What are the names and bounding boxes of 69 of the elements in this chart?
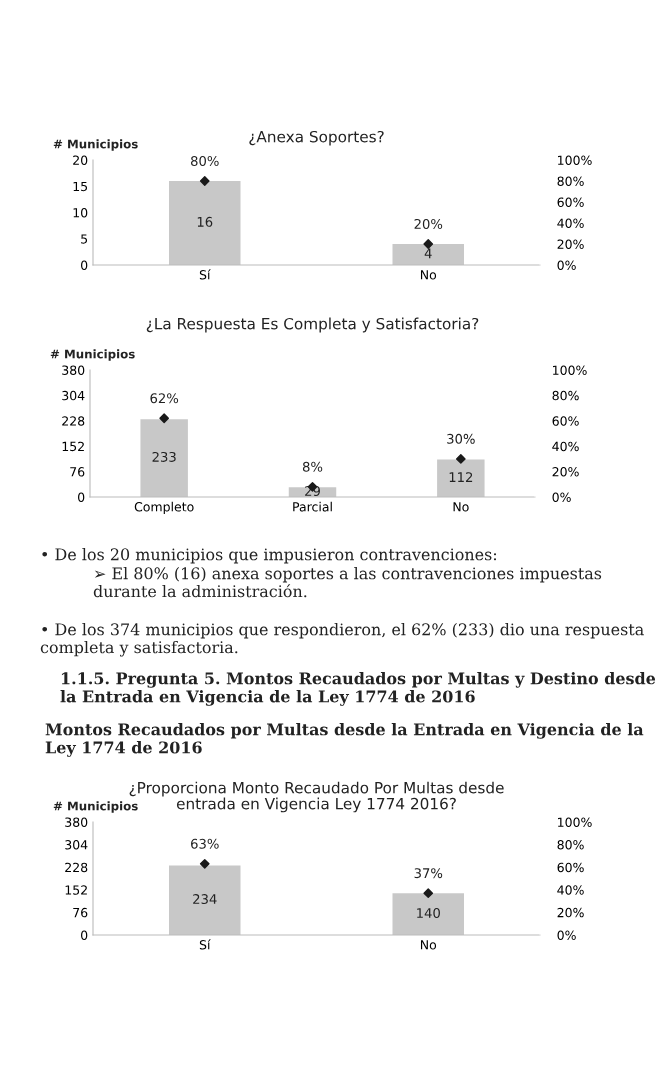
data-label: 4: [424, 248, 432, 259]
y2-tick-label: 100%: [558, 155, 592, 165]
data-label: 63%: [191, 838, 219, 849]
point: [159, 413, 170, 424]
y2-tick-label: 80%: [557, 840, 584, 850]
data-label: 80%: [190, 155, 219, 166]
y-axis-title: # Municipios: [50, 349, 135, 361]
x-tick-label: Sí: [199, 939, 211, 950]
y2-tick-label: 40%: [557, 218, 584, 228]
data-label: 30%: [447, 433, 475, 444]
y2-tick-label: 20%: [557, 907, 584, 918]
data-label: 8%: [302, 461, 323, 472]
text: • De los 20 municipios que impusieron contravenciones:: [42, 548, 497, 564]
y-tick-label: 10: [73, 207, 88, 218]
bar: [437, 459, 485, 497]
y2-tick-label: 0%: [557, 930, 576, 940]
y2-tick-label: 100%: [553, 365, 587, 375]
chart-title: ¿La Respuesta Es Completa y Satisfactoria?: [146, 317, 479, 333]
y-tick-label: 380: [65, 817, 88, 827]
y-tick-label: 228: [65, 862, 88, 873]
data-label: 140: [417, 908, 440, 919]
y2-tick-label: 0%: [557, 260, 576, 270]
y-tick-label: 0: [81, 930, 88, 940]
y-tick-label: 228: [62, 416, 85, 426]
y-tick-label: 20: [73, 155, 88, 165]
text: • De los 374 municipios que respondieron, el 62% (233) dio una respuesta completa y satisfactoria.: [40, 623, 644, 657]
x-tick-label: Sí: [199, 269, 211, 280]
y-tick-label: 76: [70, 467, 85, 477]
y-axis-title: # Municipios: [53, 139, 138, 151]
x-tick-label: No: [420, 270, 437, 280]
y2-tick-label: 80%: [552, 390, 579, 401]
y-tick-label: 0: [81, 260, 88, 270]
data-label: 20%: [414, 218, 443, 229]
y-axis-title: # Municipios: [53, 801, 138, 813]
bar: [140, 419, 188, 497]
x-tick-label: Parcial: [293, 501, 332, 512]
y2-tick-label: 40%: [552, 441, 579, 452]
text: Montos Recaudados por Multas desde la Entrada en Vigencia de la Ley 1774 de 2016: [45, 723, 644, 757]
y-tick-label: 76: [73, 907, 88, 918]
x-tick-label: No: [420, 940, 437, 950]
chart-title: ¿Anexa Soportes?: [249, 130, 384, 146]
y2-tick-label: 20%: [552, 467, 579, 477]
y-tick-label: 380: [62, 365, 85, 375]
y-tick-label: 0: [78, 492, 85, 502]
data-label: 62%: [150, 393, 179, 404]
y2-tick-label: 100%: [558, 817, 592, 827]
y2-tick-label: 0%: [552, 492, 571, 502]
y-tick-label: 304: [65, 840, 88, 850]
x-tick-label: Completo: [134, 501, 194, 514]
y-tick-label: 152: [65, 885, 87, 895]
y2-tick-label: 60%: [557, 197, 584, 207]
x-tick-label: No: [453, 502, 469, 512]
y2-tick-label: 60%: [552, 416, 579, 426]
y2-tick-label: 20%: [557, 239, 584, 249]
text: 1.1.5. Pregunta 5. Montos Recaudados por Multas y Destino desde la Entrada en Vigencia de la Ley 1774 de 2016: [60, 672, 656, 706]
y-tick-label: 15: [73, 181, 88, 192]
y-tick-label: 304: [62, 390, 85, 401]
data-label: 37%: [414, 868, 443, 879]
point: [455, 454, 466, 464]
y-tick-label: 152: [62, 441, 84, 452]
data-label: 112: [449, 472, 473, 482]
data-label: 233: [152, 451, 176, 462]
text: ➢ El 80% (16) anexa soportes a las contravenciones impuestas durante la administración.: [93, 567, 602, 598]
y2-tick-label: 40%: [557, 885, 584, 895]
y2-tick-label: 80%: [557, 176, 584, 186]
y-tick-label: 5: [81, 234, 88, 244]
data-label: 16: [197, 216, 213, 227]
data-label: 234: [193, 894, 217, 905]
y2-tick-label: 60%: [557, 862, 584, 873]
